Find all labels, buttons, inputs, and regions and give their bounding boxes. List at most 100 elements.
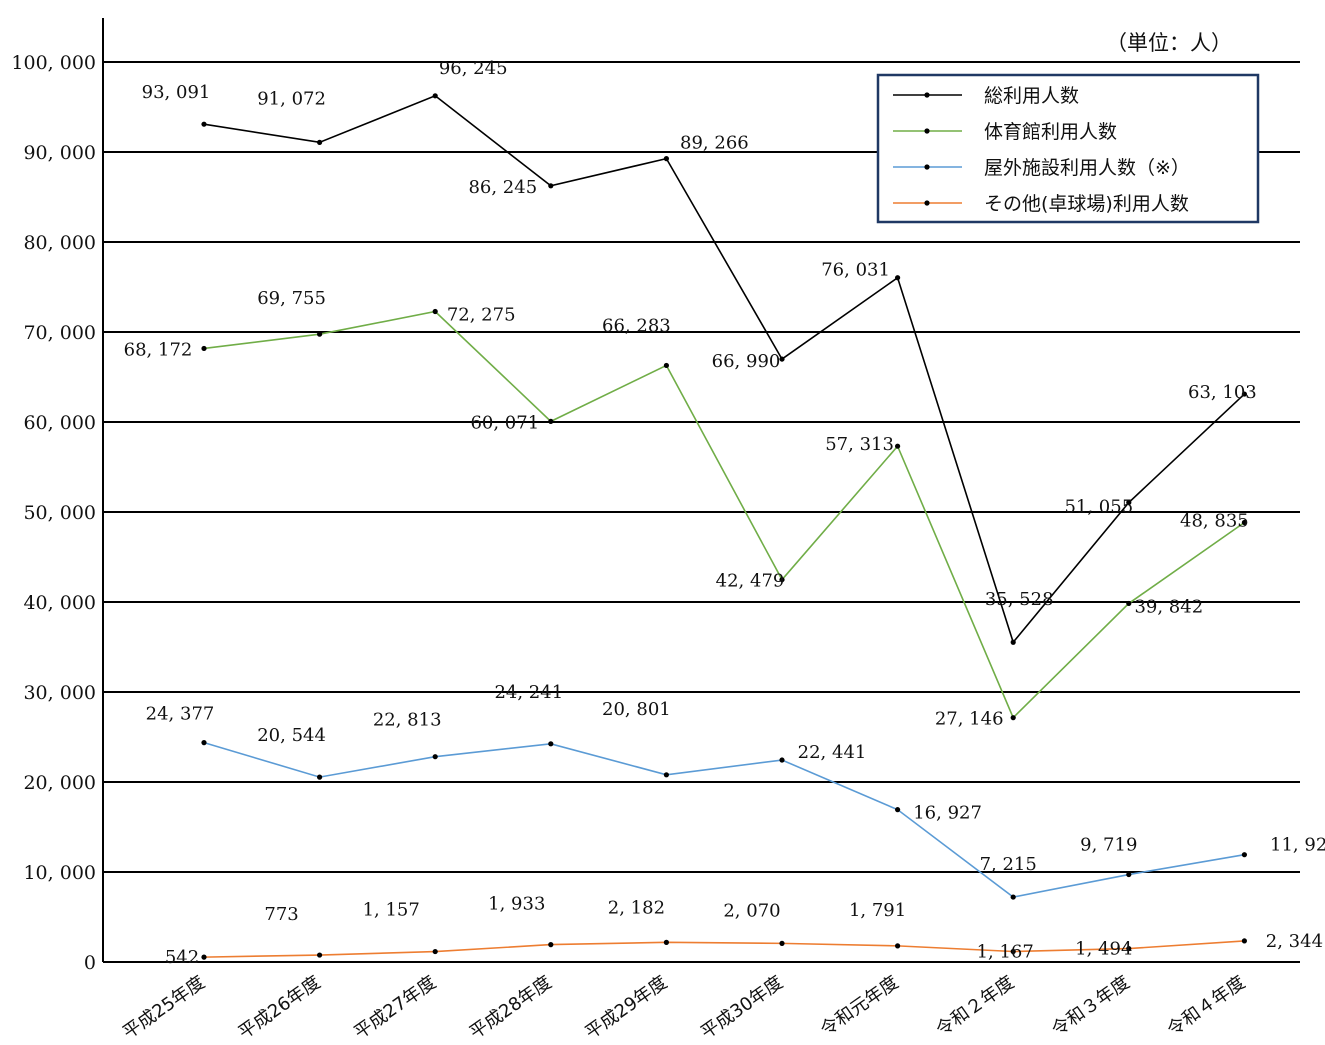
data-label: 60, 071 xyxy=(470,412,539,433)
data-label: 89, 266 xyxy=(680,133,749,154)
unit-label: （単位：人） xyxy=(1106,31,1232,55)
data-label: 1, 157 xyxy=(363,900,420,921)
data-point xyxy=(317,331,323,337)
data-label: 27, 146 xyxy=(935,709,1004,730)
data-point xyxy=(895,275,901,281)
data-label: 24, 241 xyxy=(494,682,563,703)
data-point xyxy=(663,939,670,945)
series-points xyxy=(201,93,1247,960)
data-label: 2, 344 xyxy=(1266,931,1323,952)
data-label: 76, 031 xyxy=(821,260,890,281)
data-point xyxy=(663,772,670,778)
data-label: 7, 215 xyxy=(980,854,1037,875)
x-tick-label: 平成25年度 xyxy=(119,972,209,1044)
data-point xyxy=(1241,391,1247,397)
data-point xyxy=(548,418,554,424)
data-point xyxy=(317,952,323,958)
x-tick-label: 平成28年度 xyxy=(466,972,556,1044)
x-tick-label: 令和４年度 xyxy=(1163,972,1249,1041)
data-label: 69, 755 xyxy=(257,288,326,309)
data-label: 2, 070 xyxy=(723,900,780,921)
data-point xyxy=(663,362,670,369)
legend-swatch-marker xyxy=(924,128,930,134)
y-tick-label: 80, 000 xyxy=(23,232,96,254)
series-line xyxy=(203,940,1245,958)
data-point xyxy=(663,156,670,162)
data-label: 86, 245 xyxy=(468,177,537,198)
series-line xyxy=(203,741,1245,898)
x-tick-label: 令和元年度 xyxy=(817,972,903,1041)
data-label: 91, 072 xyxy=(257,88,326,109)
data-label: 96, 245 xyxy=(439,58,508,79)
data-point xyxy=(895,943,901,949)
data-label: 1, 791 xyxy=(849,900,906,921)
data-point xyxy=(432,308,438,315)
data-label: 20, 801 xyxy=(602,699,671,720)
data-point xyxy=(779,940,785,946)
data-label: 1, 933 xyxy=(488,894,545,915)
data-point xyxy=(895,807,901,813)
data-point xyxy=(432,93,438,99)
legend-box xyxy=(876,73,1260,224)
data-point xyxy=(201,954,207,960)
data-point xyxy=(779,757,785,763)
y-tick-label: 30, 000 xyxy=(23,682,96,704)
data-label: 1, 167 xyxy=(977,941,1034,962)
y-tick-label: 90, 000 xyxy=(23,142,96,164)
data-point xyxy=(779,356,785,362)
data-label: 51, 055 xyxy=(1064,497,1133,518)
data-point xyxy=(548,741,554,747)
y-tick-label: 100, 000 xyxy=(11,52,96,74)
x-tick-label: 平成26年度 xyxy=(235,972,325,1044)
data-label: 542 xyxy=(165,947,199,968)
y-tick-label: 70, 000 xyxy=(23,322,96,344)
data-point xyxy=(1241,852,1247,858)
data-point xyxy=(548,942,554,948)
data-label: 20, 544 xyxy=(257,725,326,746)
data-label: 57, 313 xyxy=(825,434,894,455)
data-point xyxy=(1126,871,1132,878)
data-label: 2, 182 xyxy=(608,897,665,918)
data-point xyxy=(1126,600,1132,607)
x-tick-label: 令和２年度 xyxy=(932,972,1018,1041)
data-label: 39, 842 xyxy=(1134,596,1203,617)
x-tick-label: 平成27年度 xyxy=(350,972,440,1044)
data-point xyxy=(1010,948,1016,955)
data-point xyxy=(317,774,323,780)
data-label: 11, 924 xyxy=(1270,835,1325,856)
y-axis-ticks: 0 10, 000 20, 000 30, 000 40, 000 50, 000 60, … xyxy=(11,52,96,974)
data-label: 24, 377 xyxy=(146,704,215,725)
y-tick-label: 50, 000 xyxy=(23,502,96,524)
data-point xyxy=(779,577,785,583)
series-lines xyxy=(203,94,1245,958)
series-line xyxy=(203,94,1245,644)
data-point xyxy=(1010,715,1016,721)
data-label: 42, 479 xyxy=(716,571,785,592)
data-label: 22, 441 xyxy=(798,742,867,763)
y-tick-label: 10, 000 xyxy=(23,862,96,884)
data-point xyxy=(1126,945,1132,952)
legend-entry-label: 体育館利用人数 xyxy=(984,121,1117,143)
data-point xyxy=(1010,894,1016,900)
data-label: 66, 283 xyxy=(602,315,671,336)
data-point xyxy=(1241,519,1247,526)
data-label: 773 xyxy=(264,904,298,925)
data-point xyxy=(201,345,207,352)
x-tick-label: 平成30年度 xyxy=(697,972,787,1044)
data-point xyxy=(432,948,438,955)
data-label: 9, 719 xyxy=(1080,835,1137,856)
data-label: 66, 990 xyxy=(712,351,781,372)
data-point xyxy=(201,740,207,746)
data-point xyxy=(1010,639,1016,645)
data-label: 22, 813 xyxy=(373,710,442,731)
legend-swatch-marker xyxy=(924,200,930,206)
series-line xyxy=(203,310,1245,720)
legend-entry-label: 屋外施設利用人数（※） xyxy=(984,157,1190,179)
x-tick-label: 平成29年度 xyxy=(581,972,671,1044)
data-point xyxy=(1126,499,1132,506)
data-point xyxy=(895,443,901,449)
x-axis-ticks: 平成25年度 平成26年度 平成27年度 平成28年度 平成29年度 平成30年度 令和元年… xyxy=(119,972,1249,1044)
data-label: 48, 835 xyxy=(1180,510,1249,531)
data-point xyxy=(432,754,438,760)
